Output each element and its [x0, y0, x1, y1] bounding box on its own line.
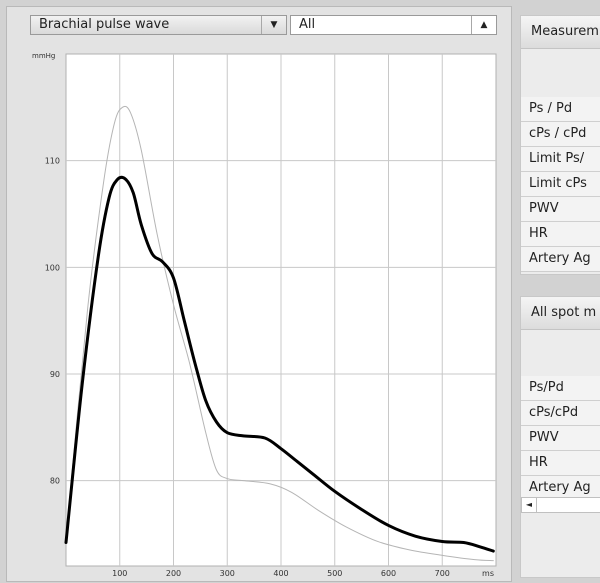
spot-row: Ps/Pd — [521, 376, 600, 401]
spot-spacer — [521, 330, 600, 376]
series-filter-dropdown[interactable]: All ▲ — [290, 15, 497, 35]
reference-wave-line — [65, 105, 494, 562]
spot-list: Ps/Pd cPs/cPd PWV HR Artery Ag — [521, 376, 600, 501]
wave-type-dropdown[interactable]: Brachial pulse wave ▼ — [30, 15, 287, 35]
y-tick-label: 80 — [50, 477, 60, 486]
spot-row: cPs/cPd — [521, 401, 600, 426]
y-tick-label: 110 — [45, 157, 60, 166]
x-tick-label: 600 — [381, 569, 396, 576]
measurement-row: cPs / cPd — [521, 122, 600, 147]
x-tick-label: 500 — [327, 569, 342, 576]
series-filter-value: All — [299, 17, 316, 32]
chevron-up-icon[interactable]: ▲ — [471, 16, 496, 34]
measurement-row: PWV — [521, 197, 600, 222]
y-tick-label: 90 — [50, 370, 60, 379]
chevron-down-icon[interactable]: ▼ — [261, 16, 286, 34]
spot-measurements-panel: All spot m Ps/Pd cPs/cPd PWV HR Artery Ag ◄ — [520, 296, 600, 578]
measurements-list: Ps / Pd cPs / cPd Limit Ps/Limit cPs PWV HR A… — [521, 97, 600, 272]
horizontal-scrollbar[interactable]: ◄ — [521, 497, 600, 513]
x-tick-label: 400 — [273, 569, 288, 576]
spot-measurements-title: All spot m — [521, 297, 600, 330]
measurement-row: Ps / Pd — [521, 97, 600, 122]
measurements-panel: Measurem Ps / Pd cPs / cPd Limit Ps/Limit … — [520, 15, 600, 275]
x-tick-label: 300 — [220, 569, 235, 576]
x-tick-label: 200 — [166, 569, 181, 576]
measurement-row: HR — [521, 222, 600, 247]
measurement-row: Limit Ps/ — [521, 147, 600, 172]
measurement-row: Limit cPs — [521, 172, 600, 197]
wave-type-value: Brachial pulse wave — [39, 17, 170, 32]
spot-row: PWV — [521, 426, 600, 451]
scroll-left-icon[interactable]: ◄ — [522, 498, 537, 512]
spot-row: Artery Ag — [521, 476, 600, 501]
spot-row: HR — [521, 451, 600, 476]
pulse-wave-line — [64, 175, 495, 553]
x-tick-label: 100 — [112, 569, 127, 576]
pulse-wave-chart: 100 200 300 400 500 600 700 80 90 100 110 mmHg ms — [32, 52, 497, 576]
y-axis-unit-label: mmHg — [32, 52, 55, 60]
measurements-title: Measurem — [521, 16, 600, 49]
measurements-spacer — [521, 49, 600, 97]
y-tick-label: 100 — [45, 263, 60, 272]
x-tick-label: 700 — [435, 569, 450, 576]
x-axis-unit-label: ms — [482, 569, 494, 576]
measurement-row: Artery Ag — [521, 247, 600, 272]
